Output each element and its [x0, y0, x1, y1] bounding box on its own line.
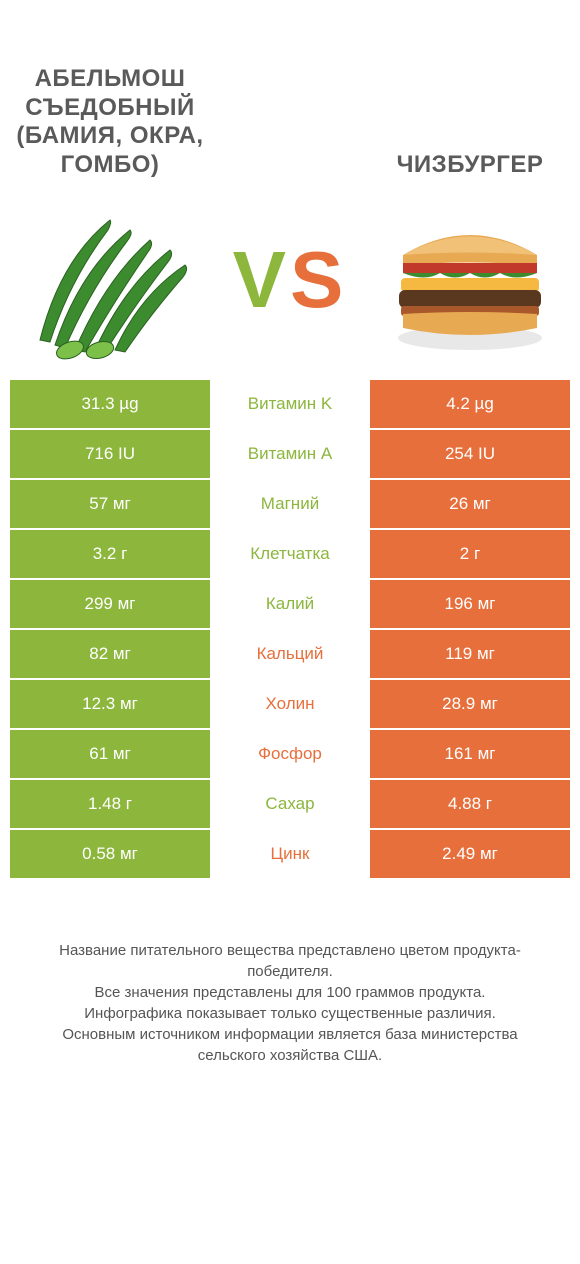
- right-value-cell: 4.2 µg: [370, 380, 570, 430]
- right-value-cell: 2 г: [370, 530, 570, 580]
- table-row: 31.3 µgВитамин K4.2 µg: [10, 380, 570, 430]
- nutrient-name-cell: Холин: [210, 680, 370, 730]
- right-product-title: Чизбургер: [370, 151, 570, 180]
- right-value-cell: 196 мг: [370, 580, 570, 630]
- footer-line-2: Все значения представлены для 100 граммо…: [30, 982, 550, 1003]
- left-value-cell: 61 мг: [10, 730, 210, 780]
- nutrient-name-cell: Магний: [210, 480, 370, 530]
- table-row: 716 IUВитамин A254 IU: [10, 430, 570, 480]
- footer-line-1: Название питательного вещества представл…: [30, 940, 550, 982]
- left-value-cell: 0.58 мг: [10, 830, 210, 880]
- table-row: 82 мгКальций119 мг: [10, 630, 570, 680]
- footer-line-4: Основным источником информации является …: [30, 1024, 550, 1066]
- nutrient-name-cell: Клетчатка: [210, 530, 370, 580]
- infographic-container: Абельмош съедобный (бамия, окра, гомбо) …: [0, 0, 580, 1066]
- header-left: Абельмош съедобный (бамия, окра, гомбо): [10, 65, 210, 180]
- left-value-cell: 716 IU: [10, 430, 210, 480]
- left-value-cell: 31.3 µg: [10, 380, 210, 430]
- table-row: 3.2 гКлетчатка2 г: [10, 530, 570, 580]
- nutrient-name-cell: Калий: [210, 580, 370, 630]
- table-row: 61 мгФосфор161 мг: [10, 730, 570, 780]
- nutrient-name-cell: Кальций: [210, 630, 370, 680]
- right-value-cell: 4.88 г: [370, 780, 570, 830]
- left-value-cell: 299 мг: [10, 580, 210, 630]
- table-row: 12.3 мгХолин28.9 мг: [10, 680, 570, 730]
- right-value-cell: 119 мг: [370, 630, 570, 680]
- vs-v-letter: V: [233, 235, 290, 324]
- left-value-cell: 12.3 мг: [10, 680, 210, 730]
- left-value-cell: 3.2 г: [10, 530, 210, 580]
- right-value-cell: 161 мг: [370, 730, 570, 780]
- footer-line-3: Инфографика показывает только существенн…: [30, 1003, 550, 1024]
- right-value-cell: 26 мг: [370, 480, 570, 530]
- nutrient-name-cell: Сахар: [210, 780, 370, 830]
- nutrient-table: 31.3 µgВитамин K4.2 µg716 IUВитамин A254…: [10, 380, 570, 880]
- cheeseburger-icon: [385, 210, 555, 350]
- vs-col: VS: [210, 234, 370, 326]
- nutrient-name-cell: Витамин K: [210, 380, 370, 430]
- right-image-col: [370, 210, 570, 350]
- images-row: VS: [10, 180, 570, 380]
- header-row: Абельмош съедобный (бамия, окра, гомбо) …: [10, 20, 570, 180]
- left-product-title: Абельмош съедобный (бамия, окра, гомбо): [10, 65, 210, 180]
- vs-text: VS: [233, 234, 348, 326]
- left-value-cell: 57 мг: [10, 480, 210, 530]
- right-value-cell: 2.49 мг: [370, 830, 570, 880]
- left-value-cell: 82 мг: [10, 630, 210, 680]
- left-value-cell: 1.48 г: [10, 780, 210, 830]
- nutrient-name-cell: Цинк: [210, 830, 370, 880]
- okra-icon: [20, 200, 200, 360]
- table-row: 299 мгКалий196 мг: [10, 580, 570, 630]
- vs-s-letter: S: [290, 235, 347, 324]
- nutrient-name-cell: Витамин A: [210, 430, 370, 480]
- table-row: 0.58 мгЦинк2.49 мг: [10, 830, 570, 880]
- table-row: 57 мгМагний26 мг: [10, 480, 570, 530]
- footer-notes: Название питательного вещества представл…: [10, 940, 570, 1066]
- right-value-cell: 254 IU: [370, 430, 570, 480]
- nutrient-name-cell: Фосфор: [210, 730, 370, 780]
- right-value-cell: 28.9 мг: [370, 680, 570, 730]
- table-row: 1.48 гСахар4.88 г: [10, 780, 570, 830]
- header-right: Чизбургер: [370, 151, 570, 180]
- left-image-col: [10, 200, 210, 360]
